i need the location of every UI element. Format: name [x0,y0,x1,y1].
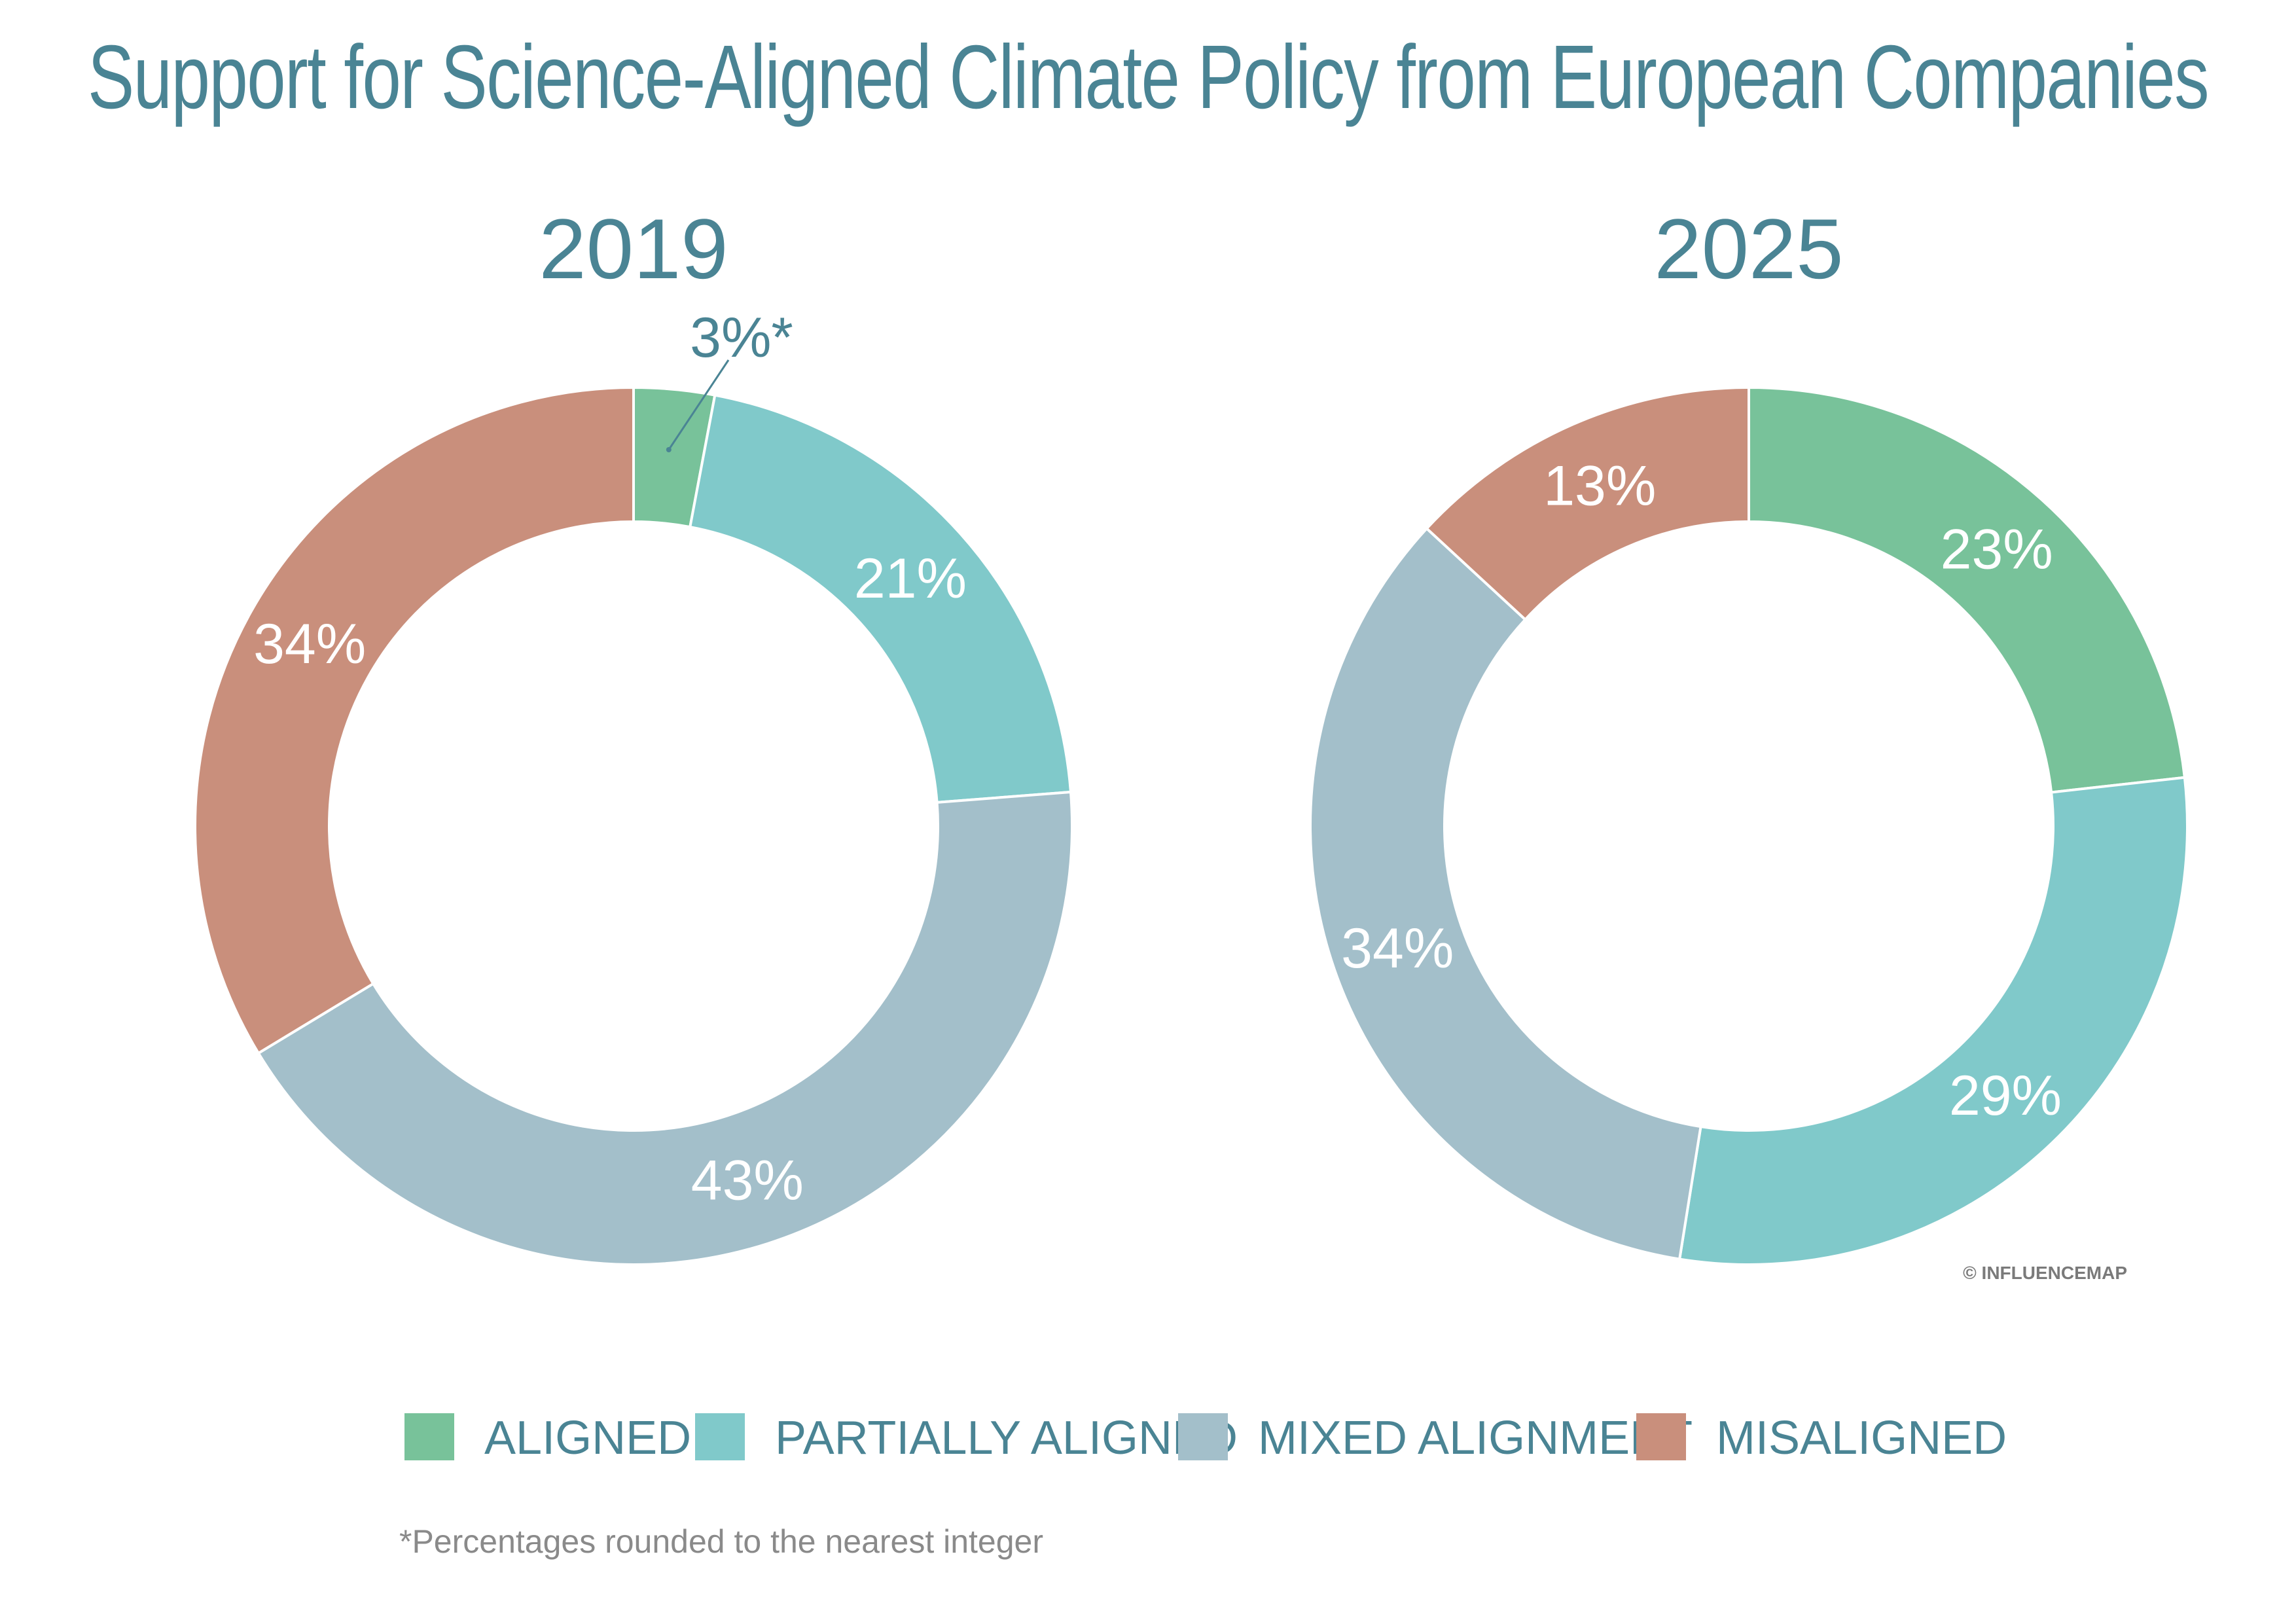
credit-text: © INFLUENCEMAP [1963,1263,2127,1283]
donut-chart-2025: 2025 23% 29% 34% 13% [1309,201,2189,1266]
donut-segment-misaligned [193,386,635,1055]
donut-segment-aligned [1748,386,2187,794]
legend-label: ALIGNED [484,1412,691,1464]
data-label: 3%* [690,306,793,369]
chart-title: Support for Science-Aligned Climate Poli… [88,27,2208,128]
data-label: 34% [253,613,366,676]
donut-segment-mixed-alignment [257,790,1073,1266]
donut-segment-misaligned [1424,386,1750,622]
label-leader-line [668,359,730,450]
chart-year-title: 2025 [1654,201,1843,297]
donut-segment-mixed-alignment [1309,526,1702,1261]
legend-swatch [1636,1413,1686,1460]
data-label: 23% [1941,518,2053,581]
legend-swatch [404,1413,454,1460]
legend-swatch [695,1413,745,1460]
legend-label: PARTIALLY ALIGNED [775,1412,1238,1464]
donut-segment-partially-aligned [688,393,1073,804]
label-leader-dot [666,447,672,453]
data-label: 34% [1341,917,1454,980]
legend: ALIGNED PARTIALLY ALIGNED MIXED ALIGNMENT M… [404,1412,2007,1464]
data-label: 29% [1949,1064,2062,1127]
data-label: 13% [1543,455,1656,518]
donut-chart-2019: 2019 3%* 21% 43% 34% [193,201,1073,1266]
legend-swatch [1178,1413,1228,1460]
donut-segment-partially-aligned [1677,776,2189,1266]
legend-label: MISALIGNED [1716,1412,2007,1464]
data-label: 43% [691,1149,804,1212]
legend-label: MIXED ALIGNMENT [1258,1412,1693,1464]
chart-year-title: 2019 [539,201,728,297]
footnote: *Percentages rounded to the nearest inte… [399,1523,1043,1560]
data-label: 21% [854,547,967,610]
